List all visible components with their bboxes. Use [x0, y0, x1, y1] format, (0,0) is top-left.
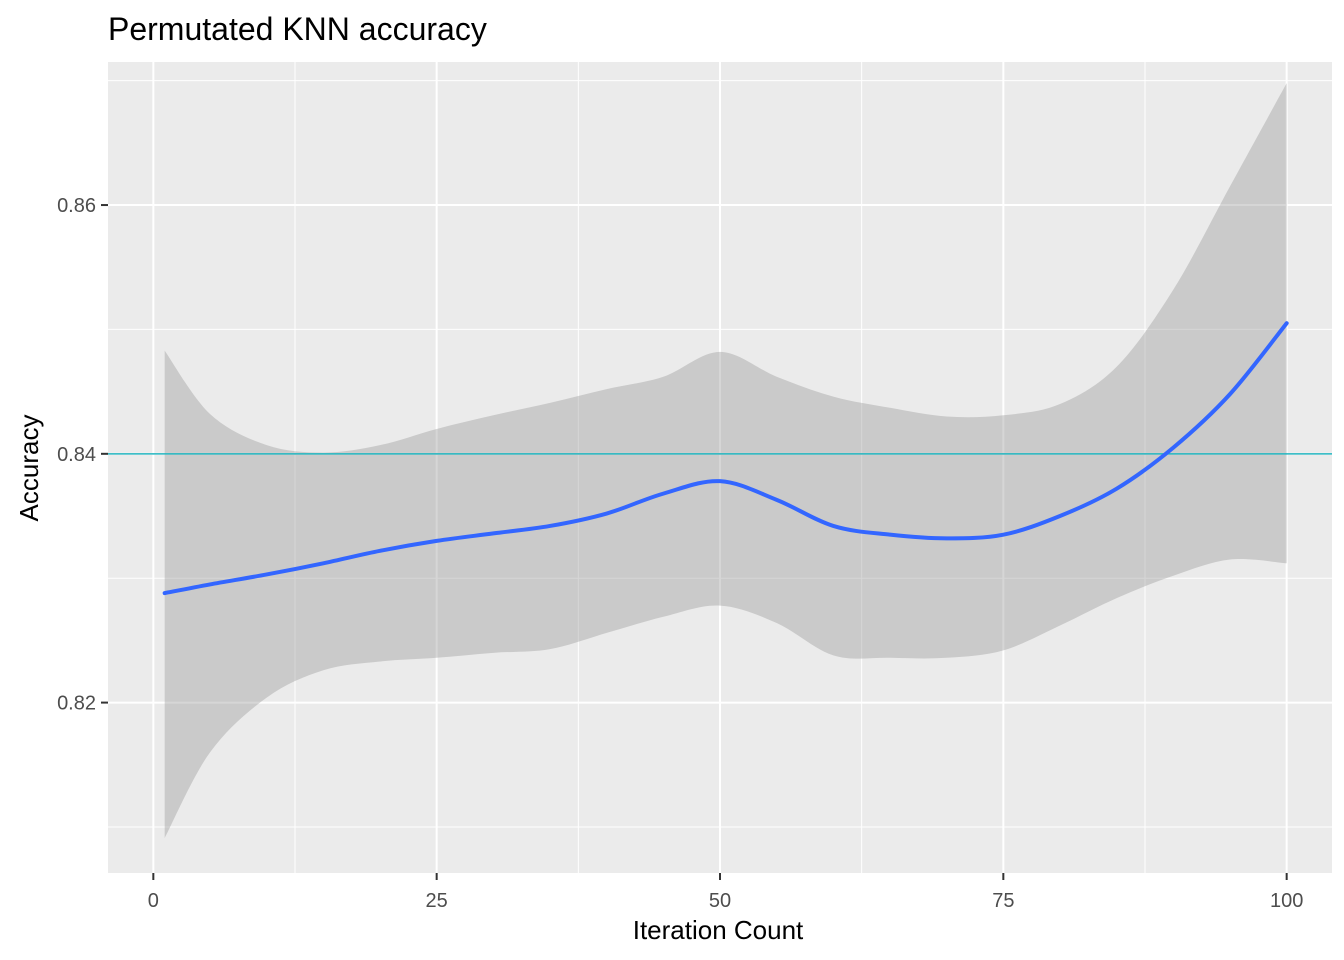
y-tick-label-0: 0.82: [57, 693, 96, 715]
x-tick-label-1: 25: [426, 890, 448, 912]
x-tick-label-2: 50: [709, 890, 731, 912]
y-axis-title: Accuracy: [14, 415, 44, 522]
y-tick-label-1: 0.84: [57, 444, 96, 466]
x-axis-title: Iteration Count: [633, 915, 804, 945]
confidence-band: [164, 83, 1287, 839]
x-tick-label-4: 100: [1270, 890, 1303, 912]
y-axis-ticks: 0.82 0.84 0.86: [57, 195, 108, 715]
chart-title: Permutated KNN accuracy: [108, 11, 487, 47]
x-tick-label-0: 0: [148, 890, 159, 912]
x-axis-ticks: 0 25 50 75 100: [148, 873, 1303, 912]
smooth-line: [162, 321, 1289, 596]
x-tick-label-3: 75: [992, 890, 1014, 912]
y-tick-label-2: 0.86: [57, 195, 96, 217]
